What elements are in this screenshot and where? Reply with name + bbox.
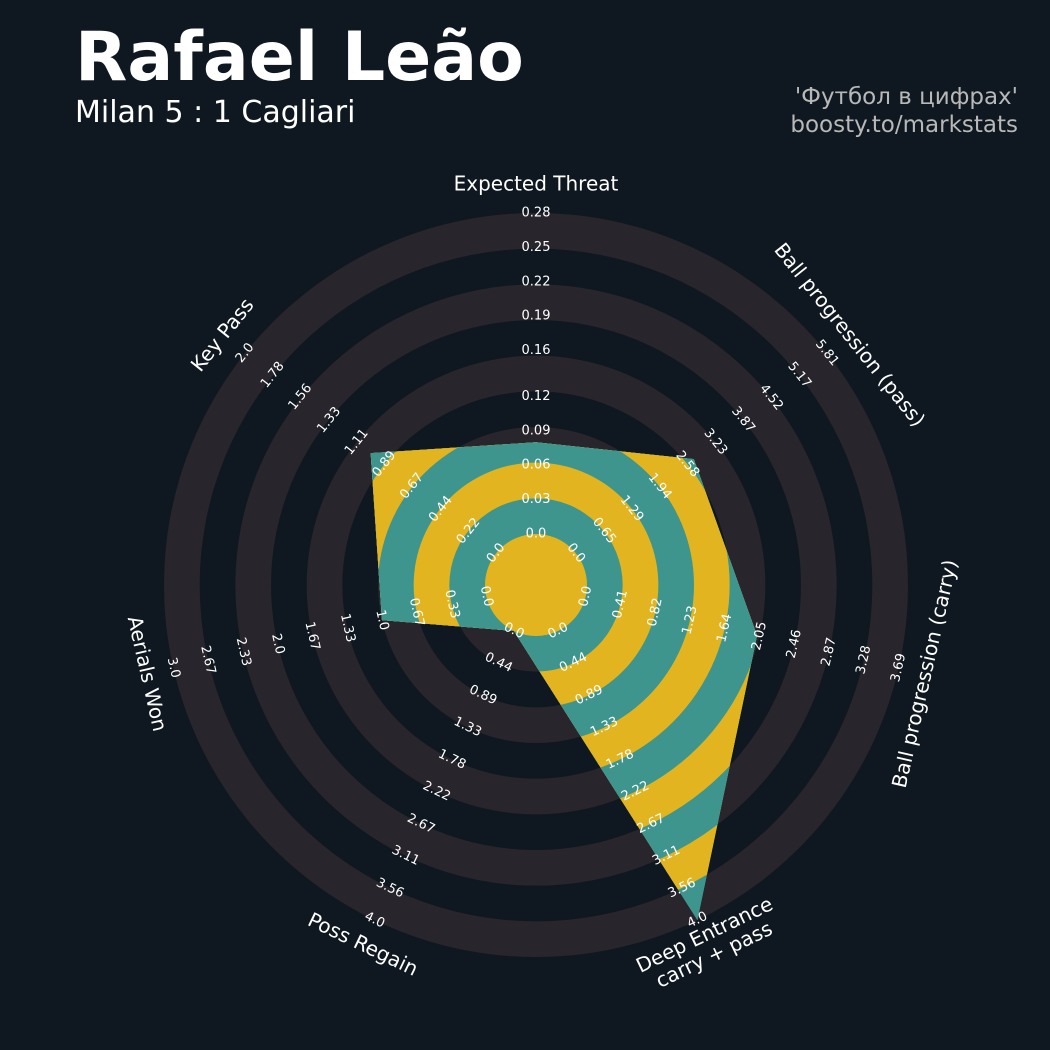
param-label: Aerials Won (123, 614, 173, 734)
tick-label: 0.25 (522, 240, 551, 255)
tick-label: 3.0 (164, 656, 183, 680)
tick-label: 0.82 (645, 596, 666, 628)
tick-label: 0.28 (522, 206, 551, 221)
tick-label: 0.16 (522, 343, 551, 358)
tick-label: 0.33 (441, 588, 462, 620)
tick-label: 1.23 (680, 604, 701, 636)
tick-label: 0.0 (477, 585, 496, 609)
param-label: Expected Threat (454, 172, 619, 196)
tick-label: 0.67 (406, 597, 427, 629)
tick-label: 2.67 (197, 644, 218, 676)
tick-label: 3.28 (853, 644, 874, 676)
tick-label: 0.12 (522, 389, 551, 404)
tick-label: 0.19 (522, 309, 551, 324)
tick-label: 1.64 (714, 612, 735, 644)
credit: boosty.to/markstats (790, 112, 1018, 138)
tick-label: 0.0 (526, 527, 547, 542)
tick-label: 0.41 (610, 589, 631, 621)
tick-label: 1.67 (302, 620, 323, 652)
tick-label: 2.0 (268, 632, 287, 656)
tick-label: 0.09 (522, 423, 551, 438)
tick-label: 0.06 (522, 458, 551, 473)
tick-label: 1.0 (372, 608, 391, 632)
tick-label: 2.05 (749, 620, 770, 652)
credit: 'Футбол в цифрах' (795, 84, 1018, 110)
tick-label: 1.33 (337, 612, 358, 644)
tick-label: 0.0 (576, 585, 595, 609)
chart-title: Rafael Leão (75, 18, 524, 97)
tick-label: 2.33 (233, 636, 254, 668)
tick-label: 0.22 (522, 274, 551, 289)
tick-label: 0.03 (522, 492, 551, 507)
polygon-band (485, 534, 587, 636)
tick-label: 3.69 (888, 652, 909, 684)
chart-subtitle: Milan 5 : 1 Cagliari (75, 95, 355, 130)
tick-label: 2.87 (819, 636, 840, 668)
tick-label: 2.46 (784, 628, 805, 660)
